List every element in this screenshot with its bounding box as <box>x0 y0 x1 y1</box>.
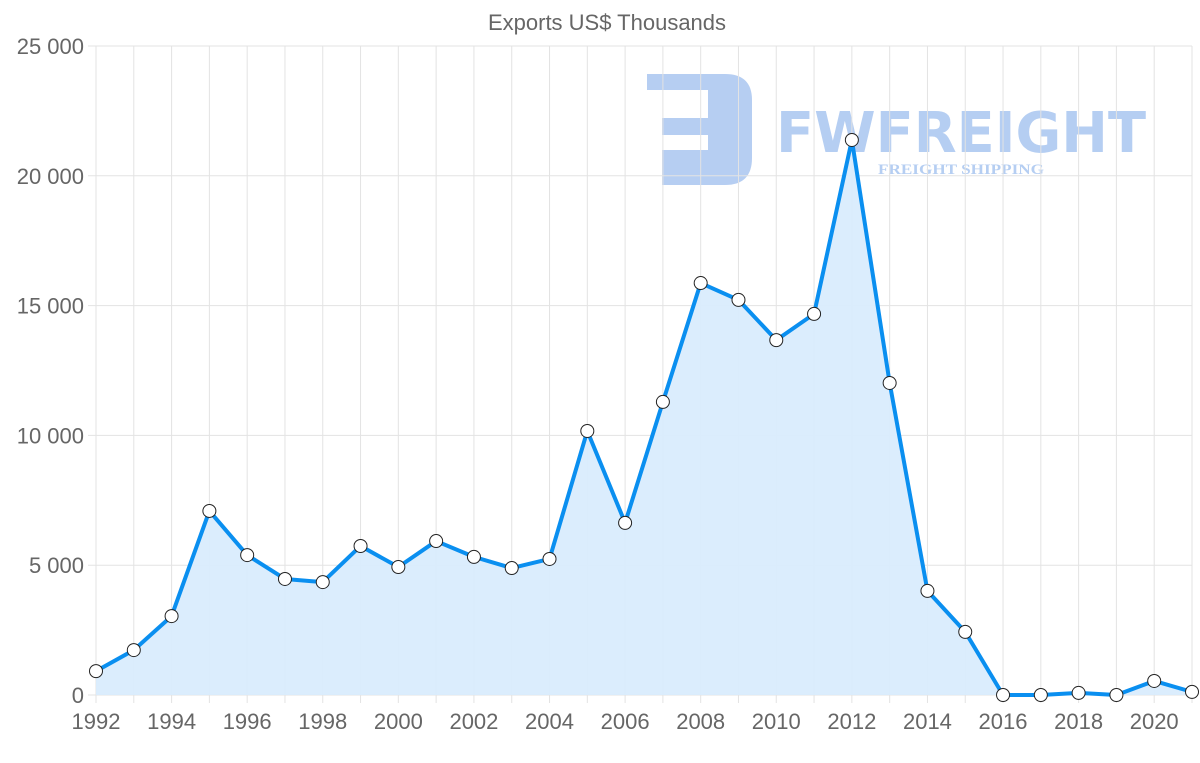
y-tick-label: 5 000 <box>29 553 84 578</box>
data-point <box>89 664 103 679</box>
data-point <box>1033 688 1048 702</box>
data-point <box>277 571 292 586</box>
data-point <box>504 561 519 576</box>
x-tick-label: 1994 <box>147 709 196 734</box>
data-point <box>693 276 708 291</box>
data-point <box>202 503 217 518</box>
x-tick-label: 2020 <box>1130 709 1179 734</box>
data-point <box>618 515 633 530</box>
data-point <box>1185 684 1199 699</box>
data-point <box>126 643 141 658</box>
x-tick-label: 2010 <box>752 709 801 734</box>
x-tick-label: 2012 <box>827 709 876 734</box>
data-point <box>1147 673 1162 688</box>
chart-title: Exports US$ Thousands <box>488 10 726 35</box>
x-tick-label: 2006 <box>601 709 650 734</box>
data-point <box>353 538 368 553</box>
y-tick-label: 15 000 <box>17 294 84 319</box>
y-tick-label: 20 000 <box>17 164 84 189</box>
data-point <box>655 394 670 409</box>
data-point <box>164 609 179 624</box>
fwfreight-logo-icon <box>647 74 752 185</box>
x-tick-label: 2014 <box>903 709 952 734</box>
watermark-brand-text: FWFREIGHT <box>776 101 1146 166</box>
x-tick-label: 1996 <box>223 709 272 734</box>
data-point <box>240 548 255 563</box>
x-axis-ticks: 1992 1994 1996 1998 2000 2002 2004 2006 2008 2010… <box>72 709 1179 734</box>
data-point <box>958 624 973 639</box>
y-tick-label: 10 000 <box>17 423 84 448</box>
x-tick-label: 1992 <box>72 709 121 734</box>
data-point <box>466 549 481 564</box>
x-tick-label: 2000 <box>374 709 423 734</box>
x-tick-label: 2004 <box>525 709 574 734</box>
data-point <box>391 560 406 575</box>
data-point <box>731 292 746 307</box>
data-point <box>882 375 897 390</box>
area-fill <box>96 139 1192 695</box>
data-points <box>89 132 1199 702</box>
x-tick-label: 2002 <box>449 709 498 734</box>
data-point <box>769 333 784 348</box>
data-point <box>580 423 595 438</box>
data-point <box>807 306 822 321</box>
x-tick-label: 2018 <box>1054 709 1103 734</box>
data-point <box>996 688 1011 702</box>
data-point <box>844 132 859 147</box>
data-point <box>1071 685 1086 700</box>
data-point <box>920 583 935 598</box>
x-tick-label: 2008 <box>676 709 725 734</box>
data-point <box>429 534 444 549</box>
y-tick-label: 0 <box>72 683 84 708</box>
y-tick-label: 25 000 <box>17 34 84 59</box>
x-tick-label: 2016 <box>979 709 1028 734</box>
x-tick-label: 1998 <box>298 709 347 734</box>
area-fill-path <box>96 139 1192 695</box>
fwfreight-watermark-logo: FWFREIGHT FREIGHT SHIPPING <box>647 74 1146 185</box>
y-axis-ticks: 0 5 000 10 000 15 000 20 000 25 000 <box>17 34 84 708</box>
data-point <box>542 551 557 566</box>
data-point <box>315 575 330 590</box>
data-point <box>1109 688 1124 702</box>
